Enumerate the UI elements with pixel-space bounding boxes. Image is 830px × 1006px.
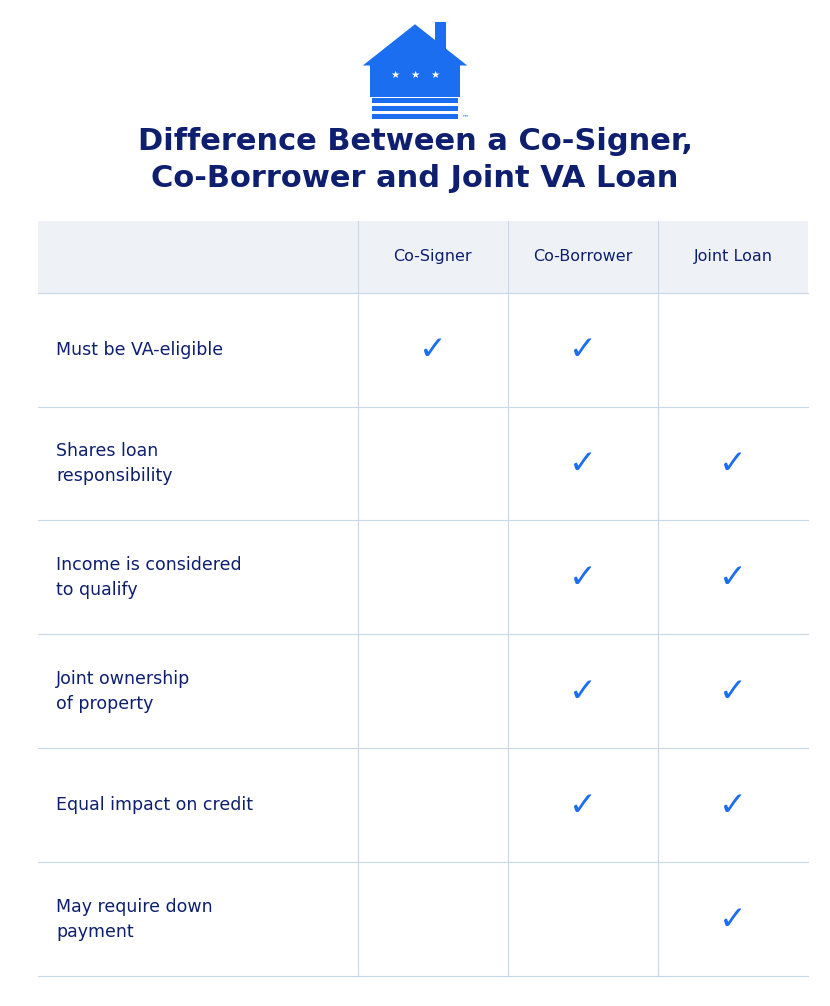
Text: ™: ™: [461, 114, 469, 120]
Text: Co-Borrower and Joint VA Loan: Co-Borrower and Joint VA Loan: [151, 164, 679, 192]
Text: ✓: ✓: [569, 675, 597, 708]
Text: ✓: ✓: [569, 447, 597, 480]
Text: Shares loan
responsibility: Shares loan responsibility: [56, 442, 173, 485]
Text: ✓: ✓: [719, 561, 747, 594]
FancyBboxPatch shape: [372, 107, 458, 111]
FancyBboxPatch shape: [38, 221, 808, 293]
Text: May require down
payment: May require down payment: [56, 897, 212, 941]
Text: ✓: ✓: [569, 789, 597, 822]
Text: ✓: ✓: [719, 447, 747, 480]
Text: ★: ★: [391, 70, 400, 80]
FancyBboxPatch shape: [435, 21, 446, 51]
Text: ✓: ✓: [569, 561, 597, 594]
Text: Joint ownership
of property: Joint ownership of property: [56, 670, 190, 713]
Text: ★: ★: [430, 70, 439, 80]
FancyBboxPatch shape: [372, 99, 458, 103]
Text: ✓: ✓: [719, 902, 747, 936]
FancyBboxPatch shape: [372, 115, 458, 119]
Text: ★: ★: [410, 70, 420, 80]
Polygon shape: [363, 24, 467, 65]
Text: Equal impact on credit: Equal impact on credit: [56, 796, 253, 814]
Text: Joint Loan: Joint Loan: [693, 249, 773, 265]
Text: Co-Borrower: Co-Borrower: [533, 249, 632, 265]
Text: Income is considered
to qualify: Income is considered to qualify: [56, 556, 242, 599]
Text: ✓: ✓: [418, 333, 447, 366]
Text: ✓: ✓: [719, 789, 747, 822]
Text: Co-Signer: Co-Signer: [393, 249, 472, 265]
Text: ✓: ✓: [719, 675, 747, 708]
Text: Difference Between a Co-Signer,: Difference Between a Co-Signer,: [138, 127, 692, 156]
FancyBboxPatch shape: [370, 61, 460, 98]
Text: Must be VA-eligible: Must be VA-eligible: [56, 341, 223, 359]
Text: ✓: ✓: [569, 333, 597, 366]
